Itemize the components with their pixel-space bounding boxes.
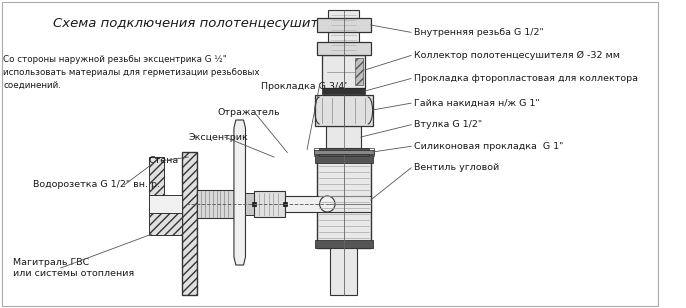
Circle shape xyxy=(320,196,335,212)
Text: Прокладка фторопластовая для коллектора: Прокладка фторопластовая для коллектора xyxy=(414,74,638,83)
Text: Прокладка G 3/4’: Прокладка G 3/4’ xyxy=(261,82,347,91)
Bar xyxy=(252,202,256,206)
Text: Силиконовая прокладка  G 1": Силиконовая прокладка G 1" xyxy=(414,142,563,151)
Text: Схема подключения полотенцесушителя: Схема подключения полотенцесушителя xyxy=(53,17,343,30)
Text: Внутренняя резьба G 1/2": Внутренняя резьба G 1/2" xyxy=(414,28,544,37)
Bar xyxy=(317,155,370,248)
Bar xyxy=(285,196,327,212)
Bar xyxy=(198,190,234,218)
Text: Магитраль ГВС
или системы отопления: Магитраль ГВС или системы отопления xyxy=(13,257,134,278)
Bar xyxy=(317,42,370,55)
Bar xyxy=(317,18,370,32)
Bar xyxy=(254,191,285,217)
Text: Вентиль угловой: Вентиль угловой xyxy=(414,163,499,172)
Text: Эксцентрик: Эксцентрик xyxy=(188,132,248,142)
Bar xyxy=(150,195,182,213)
Bar xyxy=(319,148,368,156)
Polygon shape xyxy=(234,120,246,265)
Text: Гайка накидная н/ж G 1": Гайка накидная н/ж G 1" xyxy=(414,99,540,108)
Bar xyxy=(322,55,365,88)
Bar xyxy=(246,193,254,215)
Text: Стена: Стена xyxy=(149,156,179,165)
Bar xyxy=(329,10,359,55)
Bar xyxy=(150,157,164,195)
Bar xyxy=(182,152,198,295)
Bar xyxy=(355,58,363,85)
Bar xyxy=(315,155,372,163)
Bar xyxy=(314,148,373,156)
Bar xyxy=(283,202,287,206)
Text: Коллектор полотенцесушителя Ø -32 мм: Коллектор полотенцесушителя Ø -32 мм xyxy=(414,51,620,60)
Bar xyxy=(314,150,373,154)
Text: Отражатель: Отражатель xyxy=(218,108,281,117)
Text: Со стороны наружной резьбы эксцентрика G ½"
использовать материалы для герметиза: Со стороны наружной резьбы эксцентрика G… xyxy=(3,55,260,89)
Text: Втулка G 1/2": Втулка G 1/2" xyxy=(414,120,482,129)
Bar xyxy=(315,95,372,126)
Bar xyxy=(150,213,182,235)
Bar xyxy=(322,88,365,94)
Text: Водорозетка G 1/2" вн. р.: Водорозетка G 1/2" вн. р. xyxy=(33,180,160,189)
Bar xyxy=(327,126,361,148)
Bar xyxy=(330,248,357,295)
Bar xyxy=(327,196,370,212)
Bar xyxy=(315,240,372,248)
